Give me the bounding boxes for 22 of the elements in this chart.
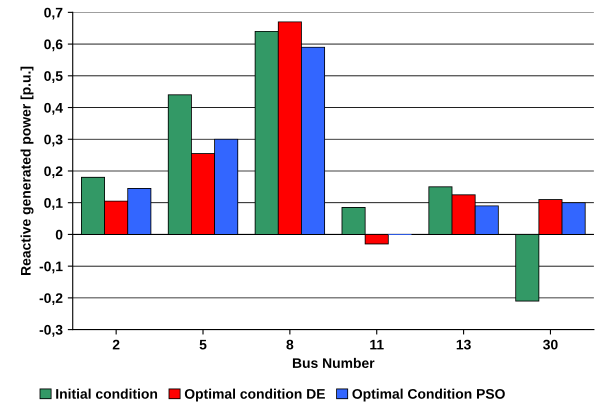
y-tick-label: 0,6 — [44, 39, 62, 52]
legend-label: Optimal Condition PSO — [352, 388, 505, 402]
y-tick-label: -0,2 — [40, 293, 62, 306]
legend-label: Optimal condition DE — [184, 388, 325, 402]
y-tick-label: 0,5 — [44, 71, 63, 83]
x-tick-label: 8 — [286, 340, 294, 350]
x-tick-label: 30 — [543, 340, 558, 350]
y-tick-label: 0,1 — [44, 198, 63, 210]
x-axis-title: Bus Number — [292, 358, 374, 368]
y-tick-label: -0,3 — [40, 324, 62, 337]
x-tick-label: 13 — [456, 340, 471, 350]
y-axis-title: Reactive generated power [p.u.] — [20, 66, 34, 276]
x-tick-label: 11 — [370, 340, 384, 350]
legend-label: Initial condition — [56, 388, 158, 399]
y-tick-label: 0,4 — [44, 102, 63, 115]
x-tick-label: 2 — [112, 340, 120, 350]
y-tick-label: 0,3 — [44, 134, 62, 146]
x-tick-label: 5 — [200, 340, 206, 350]
y-tick-label: 0 — [56, 230, 62, 240]
y-tick-label: 0,7 — [44, 8, 62, 20]
y-tick-label: -0,1 — [40, 261, 63, 274]
y-tick-label: 0,2 — [44, 166, 62, 178]
